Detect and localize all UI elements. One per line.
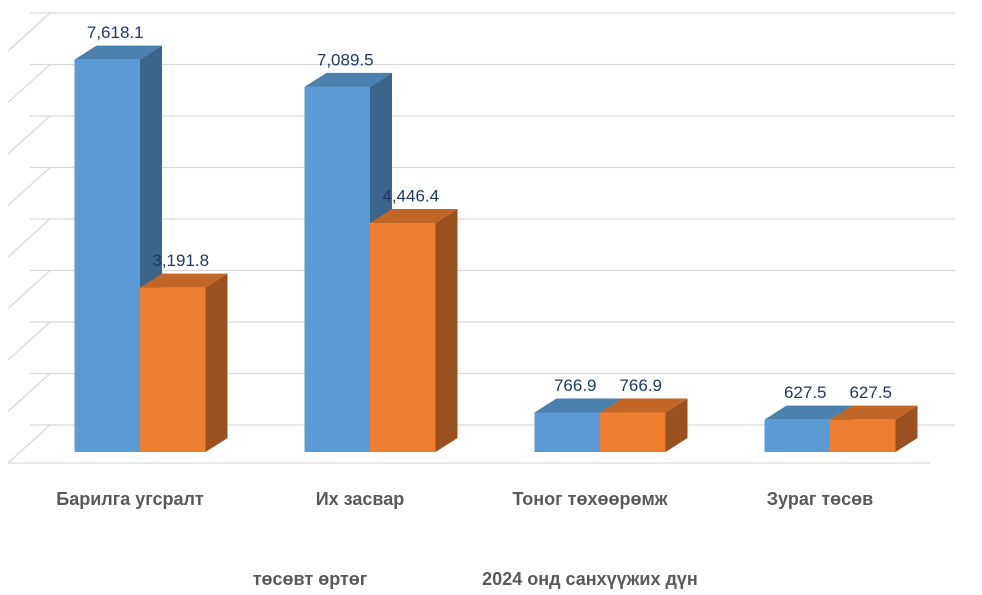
x-tick-label: Тоног төхөөрөмж	[512, 489, 667, 509]
bar	[140, 287, 206, 452]
x-tick-label: Их засвар	[316, 489, 405, 509]
x-tick-label: Зураг төсөв	[767, 489, 873, 509]
wall-line	[7, 115, 51, 155]
legend-label: төсөвт өртөг	[253, 569, 368, 589]
value-label: 627.5	[784, 383, 827, 402]
wall-line	[7, 12, 51, 52]
bar-top-shade	[140, 273, 228, 288]
bar-top	[534, 398, 622, 413]
bar	[764, 419, 830, 452]
wall-line	[7, 373, 51, 412]
bar-top-shade	[74, 45, 162, 60]
bar-side	[895, 405, 918, 452]
value-label: 7,618.1	[87, 23, 144, 42]
bar-side-shade	[435, 209, 458, 452]
bar-top	[764, 405, 852, 420]
wall-line	[7, 270, 51, 309]
wall-line	[7, 64, 51, 103]
wall-line	[7, 321, 51, 361]
bar-top	[370, 209, 458, 224]
bar	[370, 223, 436, 452]
value-label: 7,089.5	[317, 50, 374, 69]
bar-top	[140, 273, 228, 288]
bar	[74, 59, 140, 453]
bar-top-shade	[534, 398, 622, 413]
value-label: 3,191.8	[152, 251, 209, 270]
bar-top	[304, 72, 392, 87]
bar-side-shade	[665, 398, 688, 452]
value-label: 627.5	[849, 383, 892, 402]
value-label: 766.9	[554, 376, 597, 395]
bar-top-shade	[830, 405, 918, 420]
bar	[600, 412, 666, 452]
bar-side	[205, 273, 228, 452]
bar	[534, 412, 600, 452]
bar-side-shade	[895, 405, 918, 452]
value-label: 4,446.4	[382, 186, 439, 205]
bar	[830, 419, 896, 452]
bar-top-shade	[764, 405, 852, 420]
bar-top	[830, 405, 918, 420]
bar-top-shade	[370, 209, 458, 224]
bar-side	[435, 209, 458, 452]
wall-line	[7, 424, 51, 464]
wall-line	[7, 167, 51, 206]
bar-top	[600, 398, 688, 413]
bar-side	[665, 398, 688, 452]
legend-label: 2024 онд санхүүжих дүн	[482, 569, 698, 589]
bar-top	[74, 45, 162, 60]
value-label: 766.9	[619, 376, 662, 395]
wall-line	[7, 218, 51, 258]
x-tick-label: Барилга угсралт	[56, 489, 204, 509]
bar	[304, 86, 370, 452]
bar-top-shade	[304, 72, 392, 87]
bar-side-shade	[205, 273, 228, 452]
bar-top-shade	[600, 398, 688, 413]
